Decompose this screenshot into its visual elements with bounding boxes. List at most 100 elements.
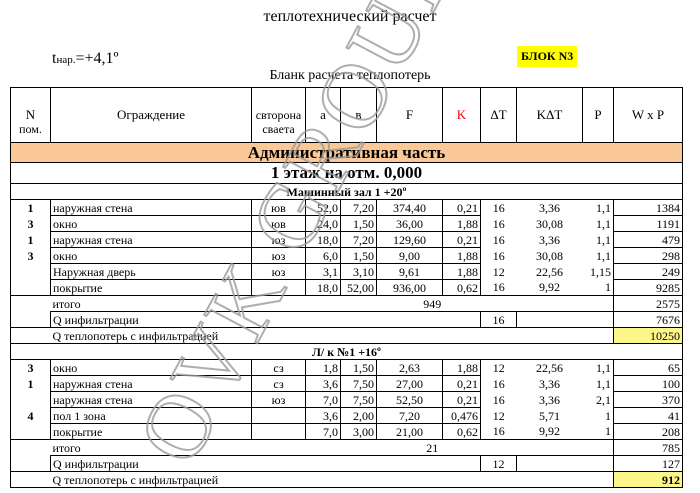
- dim-b: 2,00: [340, 407, 377, 424]
- area-f: 21,00: [376, 423, 443, 440]
- header-b: в: [340, 87, 377, 143]
- grand-total-row: Q теплопотерь с инфильтрацией 912: [10, 471, 683, 488]
- grand-total-value: 912: [613, 471, 683, 488]
- p-factor: 2,1: [596, 392, 611, 407]
- k-value: 0,21: [442, 375, 481, 392]
- delta-t: 16: [492, 216, 505, 231]
- enclosure: пол 1 зона: [50, 407, 252, 424]
- area-f: 52,50: [376, 391, 443, 408]
- dim-a: 7,0: [305, 423, 341, 440]
- dim-b: 1,50: [340, 247, 377, 264]
- k-delta-t: 30,08: [536, 248, 563, 263]
- room-number: 4: [10, 407, 51, 424]
- infiltration-dt: 12: [480, 455, 517, 472]
- t-label: t: [52, 50, 57, 67]
- dim-a: 7,0: [305, 391, 341, 408]
- total-row: итого 949 2575: [10, 295, 683, 312]
- table-row: 1 наружная стена сз 3,6 7,50 27,00 0,21 16 3,36 1…: [10, 375, 683, 392]
- k-value: 0,476: [442, 407, 481, 424]
- delta-t: 16: [492, 200, 505, 215]
- total-label: итого: [50, 439, 252, 456]
- p-factor: 1,1: [596, 248, 611, 263]
- dim-a: 6,0: [305, 247, 341, 264]
- room-number: 3: [10, 247, 51, 264]
- side: [251, 423, 306, 440]
- dim-b: 1,50: [340, 215, 377, 232]
- dim-b: 1,50: [340, 359, 377, 376]
- side: юз: [251, 247, 306, 264]
- room-name: Л/ к №1 +16º: [10, 343, 683, 360]
- dim-a: 1,8: [305, 359, 341, 376]
- enclosure: наружная стена: [50, 391, 252, 408]
- dim-b: 7,50: [340, 391, 377, 408]
- room-name: Машинный зал 1 +20º: [10, 183, 683, 200]
- room-number: [10, 391, 51, 408]
- k-delta-t: 3,36: [539, 392, 560, 407]
- side: [251, 407, 306, 424]
- k-value: 0,21: [442, 231, 481, 248]
- outdoor-temperature: tнар.=+4,1º: [52, 50, 119, 68]
- k-delta-t: 9,92: [539, 280, 560, 295]
- p-factor: 1,1: [596, 376, 611, 391]
- p-factor: 1,1: [596, 232, 611, 247]
- area-f: 129,60: [376, 231, 443, 248]
- header-p: P: [582, 87, 614, 143]
- wp-value: 208: [613, 423, 683, 440]
- area-f: 27,00: [376, 375, 443, 392]
- p-factor: 1,1: [596, 360, 611, 375]
- infiltration-label: Q инфильтрации: [50, 455, 481, 472]
- enclosure: окно: [50, 359, 252, 376]
- floor-row: 1 этаж на отм. 0,000: [10, 162, 683, 184]
- wp-value: 298: [613, 247, 683, 264]
- area-f: 936,00: [376, 279, 443, 296]
- table-row: 4 пол 1 зона 3,6 2,00 7,20 0,476 12 5,71 1 41: [10, 407, 683, 424]
- room-number: 1: [10, 231, 51, 248]
- t-value: =+4,1º: [75, 50, 119, 67]
- k-value: 1,88: [442, 263, 481, 280]
- dim-a: 3,6: [305, 375, 341, 392]
- side: [251, 279, 306, 296]
- wp-value: 41: [613, 407, 683, 424]
- table-row: Наружная дверь юз 3,1 3,10 9,61 1,88 12 22,56 1,…: [10, 263, 683, 280]
- dim-b: 7,20: [340, 231, 377, 248]
- delta-t: 12: [492, 360, 505, 375]
- header-side: свторона свaета: [251, 87, 306, 143]
- k-value: 1,88: [442, 359, 481, 376]
- side: юз: [251, 263, 306, 280]
- grand-total-label: Q теплопотерь с инфильтрацией: [50, 471, 614, 488]
- enclosure: окно: [50, 247, 252, 264]
- infiltration-row: Q инфильтрации 12 127: [10, 455, 683, 472]
- delta-t: 16: [492, 376, 505, 391]
- grand-total-label: Q теплопотерь с инфильтрацией: [50, 327, 614, 344]
- k-delta-t: 9,92: [539, 424, 560, 439]
- empty-cell: [516, 311, 614, 328]
- spacer: [10, 439, 51, 456]
- p-factor: 1: [605, 280, 611, 295]
- enclosure: наружная стена: [50, 375, 252, 392]
- table-row: 3 окно юв 24,0 1,50 36,00 1,88 16 30,08 1,1 1191: [10, 215, 683, 232]
- area-f: 9,00: [376, 247, 443, 264]
- delta-t: 16: [492, 424, 505, 439]
- p-factor: 1: [605, 408, 611, 423]
- empty-cell: [516, 455, 614, 472]
- side: юз: [251, 391, 306, 408]
- table-row: наружная стена юз 7,0 7,50 52,50 0,21 16 3,36 2,…: [10, 391, 683, 408]
- total-row: итого 21 785: [10, 439, 683, 456]
- dim-b: 7,50: [340, 375, 377, 392]
- dim-b: 3,10: [340, 263, 377, 280]
- wp-value: 100: [613, 375, 683, 392]
- room-number: [10, 279, 51, 296]
- total-area: 949: [251, 295, 614, 312]
- room-header-row: Машинный зал 1 +20º: [10, 183, 683, 200]
- p-factor: 1: [605, 424, 611, 439]
- form-title: Бланк расчета теплопотерь: [269, 68, 431, 83]
- total-area: 21: [251, 439, 614, 456]
- wp-value: 65: [613, 359, 683, 376]
- table-row: покрытие 18,0 52,00 936,00 0,62 16 9,92 1 9285: [10, 279, 683, 296]
- table-row: 1 наружная стена юв 52,0 7,20 374,40 0,21 16 3,3…: [10, 199, 683, 216]
- infiltration-row: Q инфильтрации 16 7676: [10, 311, 683, 328]
- area-f: 36,00: [376, 215, 443, 232]
- area-f: 2,63: [376, 359, 443, 376]
- header-kdt: KΔT: [516, 87, 583, 143]
